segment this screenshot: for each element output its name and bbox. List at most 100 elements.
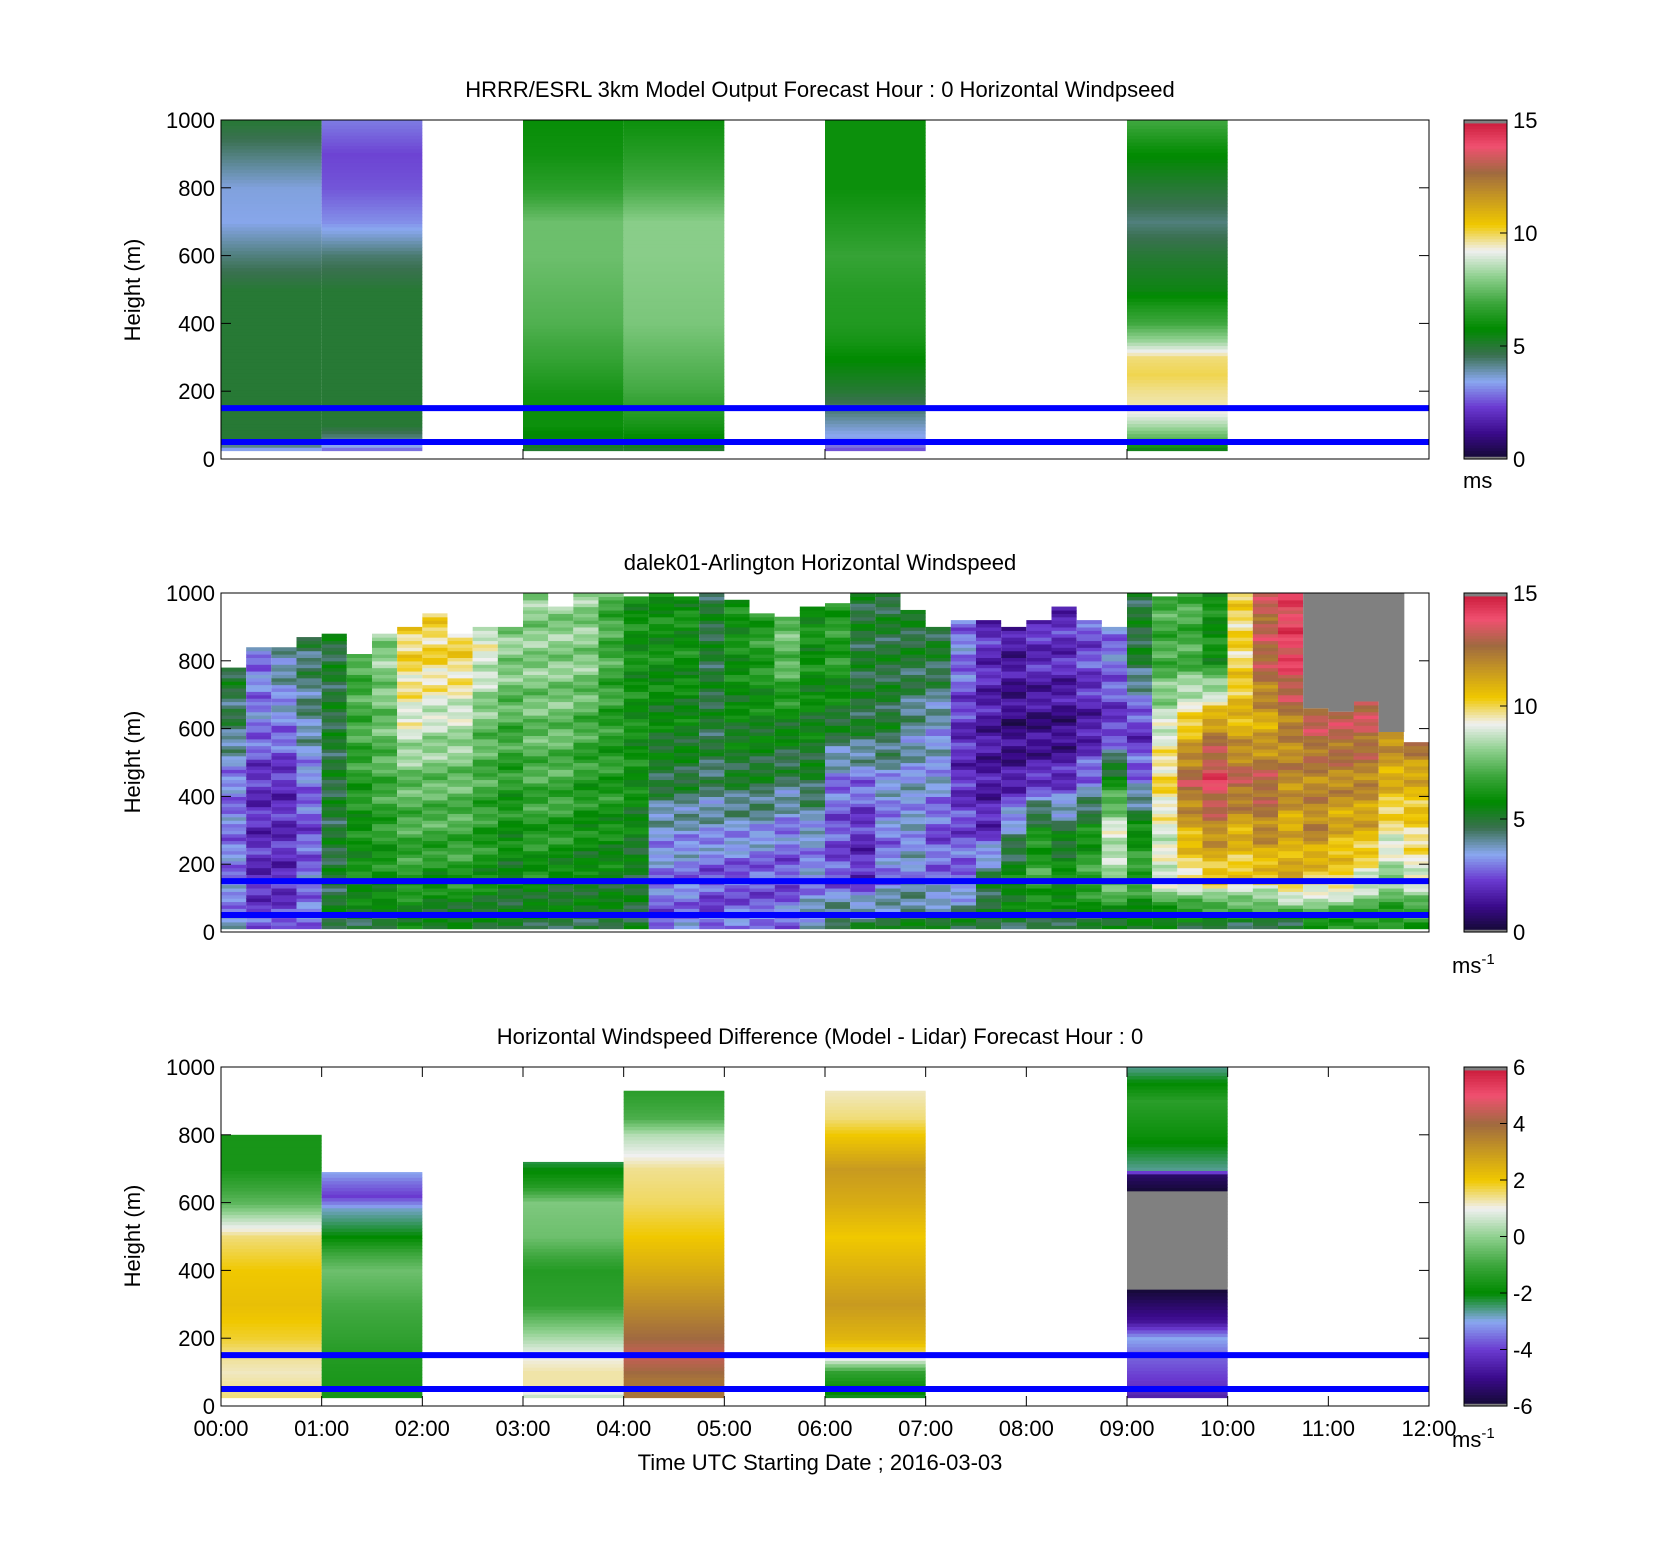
heatmap-cell — [1026, 901, 1052, 906]
heatmap-cell — [1202, 782, 1228, 787]
colorbar-cell — [1464, 377, 1507, 381]
heatmap-cell — [397, 684, 423, 689]
heatmap-cell — [1152, 609, 1178, 614]
heatmap-cell — [1303, 823, 1329, 828]
heatmap-cell — [950, 677, 976, 682]
heatmap-cell — [1177, 870, 1203, 875]
heatmap-cell — [346, 782, 372, 787]
heatmap-cell — [246, 898, 272, 903]
heatmap-cell — [1101, 779, 1127, 784]
heatmap-cell — [850, 752, 876, 757]
heatmap-cell — [497, 694, 523, 699]
heatmap-cell — [850, 759, 876, 764]
heatmap-cell — [271, 701, 297, 706]
heatmap-cell — [699, 752, 725, 757]
heatmap-cell — [548, 826, 574, 831]
heatmap-cell — [1051, 898, 1077, 903]
heatmap-cell — [548, 667, 574, 672]
heatmap-cell — [1353, 765, 1379, 770]
heatmap-cell — [976, 684, 1002, 689]
heatmap-cell — [497, 891, 523, 896]
heatmap-cell — [573, 755, 599, 760]
heatmap-cell — [623, 379, 725, 384]
heatmap-cell — [598, 860, 624, 865]
heatmap-cell — [1177, 742, 1203, 747]
heatmap-cell — [1127, 647, 1153, 652]
heatmap-cell — [1076, 837, 1102, 842]
heatmap-cell — [976, 643, 1002, 648]
heatmap-cell — [548, 891, 574, 896]
heatmap-cell — [875, 894, 901, 899]
heatmap-cell — [850, 643, 876, 648]
heatmap-cell — [598, 813, 624, 818]
heatmap-cell — [548, 606, 574, 611]
heatmap-cell — [497, 677, 523, 682]
heatmap-cell — [749, 640, 775, 645]
heatmap-cell — [221, 284, 322, 289]
heatmap-cell — [523, 355, 624, 360]
heatmap-cell — [447, 847, 473, 852]
heatmap-cell — [548, 769, 574, 774]
heatmap-cell — [799, 918, 825, 923]
heatmap-cell — [674, 637, 700, 642]
heatmap-cell — [1177, 904, 1203, 909]
heatmap-cell — [850, 813, 876, 818]
heatmap-cell — [674, 606, 700, 611]
heatmap-cell — [1227, 803, 1253, 808]
heatmap-cell — [1127, 826, 1153, 831]
heatmap-cell — [447, 860, 473, 865]
heatmap-cell — [321, 403, 423, 408]
heatmap-cell — [321, 447, 423, 452]
heatmap-cell — [1026, 884, 1052, 889]
heatmap-cell — [976, 633, 1002, 638]
heatmap-cell — [699, 728, 725, 733]
heatmap-cell — [447, 755, 473, 760]
heatmap-cell — [724, 887, 750, 892]
heatmap-cell — [925, 925, 951, 930]
heatmap-cell — [1252, 681, 1278, 686]
heatmap-cell — [1202, 721, 1228, 726]
heatmap-cell — [1227, 850, 1253, 855]
heatmap-cell — [1252, 918, 1278, 923]
heatmap-cell — [1127, 236, 1228, 241]
heatmap-cell — [422, 681, 448, 686]
heatmap-cell — [1127, 870, 1153, 875]
heatmap-cell — [774, 809, 800, 814]
heatmap-cell — [1127, 304, 1228, 309]
heatmap-cell — [422, 715, 448, 720]
heatmap-cell — [850, 925, 876, 930]
heatmap-cell — [623, 233, 725, 238]
heatmap-cell — [1252, 772, 1278, 777]
heatmap-cell — [900, 870, 926, 875]
heatmap-cell — [648, 694, 674, 699]
heatmap-cell — [1152, 704, 1178, 709]
heatmap-cell — [221, 687, 247, 692]
heatmap-cell — [724, 752, 750, 757]
heatmap-cell — [573, 860, 599, 865]
heatmap-cell — [1152, 806, 1178, 811]
heatmap-cell — [1303, 708, 1329, 713]
heatmap-cell — [850, 742, 876, 747]
heatmap-cell — [1202, 786, 1228, 791]
heatmap-cell — [648, 793, 674, 797]
heatmap-cell — [1177, 708, 1203, 713]
heatmap-cell — [825, 125, 926, 130]
heatmap-cell — [321, 731, 347, 736]
heatmap-cell — [1177, 725, 1203, 730]
heatmap-cell — [1127, 216, 1228, 221]
heatmap-cell — [674, 793, 700, 797]
heatmap-cell — [1051, 870, 1077, 875]
heatmap-cell — [674, 823, 700, 828]
heatmap-cell — [472, 908, 498, 913]
heatmap-cell — [1101, 755, 1127, 760]
heatmap-cell — [598, 664, 624, 669]
heatmap-cell — [749, 759, 775, 764]
heatmap-cell — [799, 854, 825, 859]
heatmap-cell — [321, 318, 423, 323]
heatmap-cell — [598, 864, 624, 869]
heatmap-cell — [774, 643, 800, 648]
heatmap-cell — [497, 633, 523, 638]
heatmap-cell — [573, 898, 599, 903]
heatmap-cell — [598, 613, 624, 618]
heatmap-cell — [1353, 721, 1379, 726]
